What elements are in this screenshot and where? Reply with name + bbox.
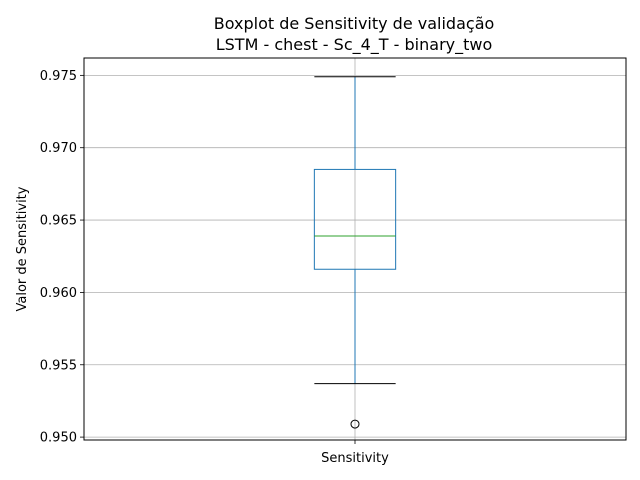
- y-tick-label: 0.970: [40, 141, 77, 156]
- outlier-point: [350, 419, 360, 429]
- y-tick-label: 0.960: [40, 286, 77, 301]
- iqr-box: [313, 168, 397, 270]
- chart-subtitle: LSTM - chest - Sc_4_T - binary_two: [216, 35, 493, 55]
- y-axis-label: Valor de Sensitivity: [15, 186, 30, 311]
- chart-title: Boxplot de Sensitivity de validação: [214, 14, 495, 33]
- x-tick-label: Sensitivity: [321, 451, 389, 466]
- y-tick-label: 0.955: [40, 358, 77, 373]
- y-axis-ticks: 0.950 0.955 0.960 0.965 0.970 0.975: [40, 69, 84, 446]
- x-axis-ticks: Sensitivity: [321, 440, 389, 466]
- y-tick-label: 0.950: [40, 431, 77, 446]
- y-tick-label: 0.965: [40, 214, 77, 229]
- y-tick-label: 0.975: [40, 69, 77, 84]
- box-layer: [313, 76, 397, 429]
